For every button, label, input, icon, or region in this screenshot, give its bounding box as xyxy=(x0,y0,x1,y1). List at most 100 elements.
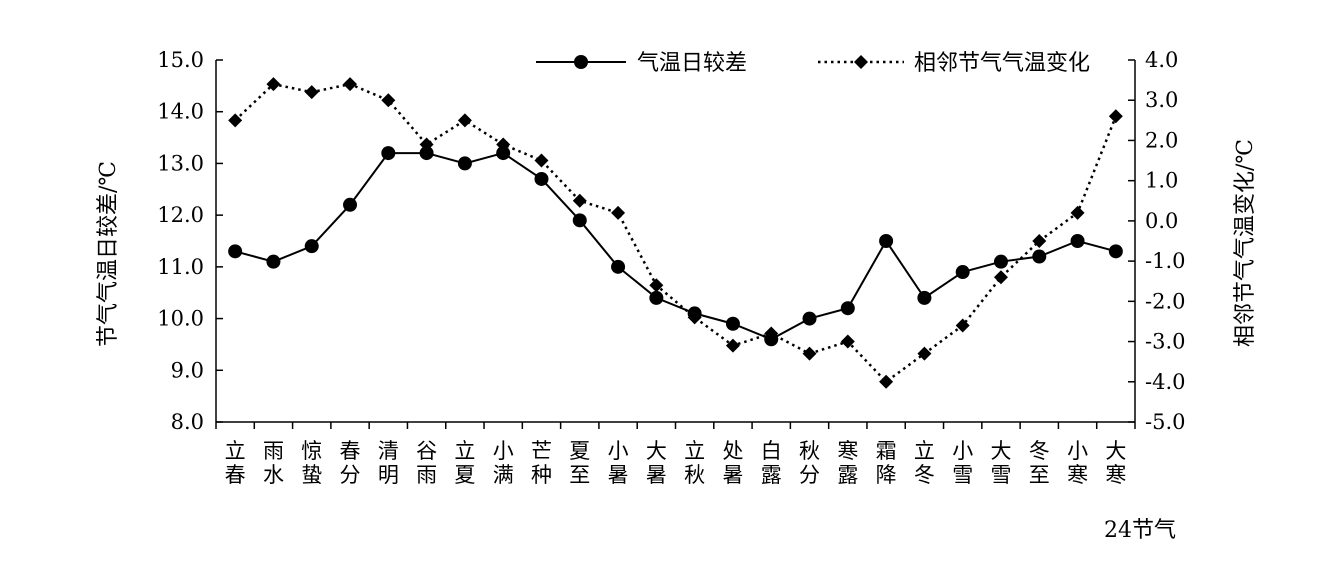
x-tick-label: 白露 xyxy=(761,439,782,487)
right-y-tick-label: 4.0 xyxy=(1145,48,1178,72)
right-y-axis-label: 相邻节气气温变化/℃ xyxy=(1233,139,1258,347)
series-2-point xyxy=(457,113,472,128)
left-y-tick-label: 11.0 xyxy=(157,255,204,279)
x-tick-label: 夏至 xyxy=(569,439,590,487)
legend-marker-circle xyxy=(574,55,588,69)
right-y-tick-label: -5.0 xyxy=(1145,410,1186,434)
left-y-tick-label: 14.0 xyxy=(157,100,204,124)
series-1-point xyxy=(457,156,472,171)
series-1-point xyxy=(1108,244,1123,259)
series-1-point xyxy=(419,146,434,161)
x-tick-label: 立冬 xyxy=(914,439,935,487)
right-y-tick-label: -2.0 xyxy=(1145,289,1186,313)
right-y-ticks: -5.0 -4.0 -3.0 -2.0 -1.0 0.0 1.0 2.0 3.0 4.0 xyxy=(1128,48,1186,434)
series-2-point xyxy=(304,85,319,100)
x-tick-label: 芒种 xyxy=(531,439,552,487)
series-2-point xyxy=(1070,205,1085,220)
series-2-point xyxy=(879,374,894,389)
series-1-point xyxy=(649,290,664,305)
series-2-point xyxy=(725,338,740,353)
left-y-tick-label: 10.0 xyxy=(157,307,204,331)
left-y-tick-label: 9.0 xyxy=(171,358,204,382)
x-tick-label: 小雪 xyxy=(952,439,973,487)
left-y-axis-label: 节气气温日较差/℃ xyxy=(96,161,121,347)
series-1-point xyxy=(381,146,396,161)
x-tick-label: 小暑 xyxy=(608,439,629,487)
left-y-tick-label: 12.0 xyxy=(157,203,204,227)
series-1-point xyxy=(955,265,970,280)
legend: 气温日较差 相邻节气气温变化 xyxy=(536,51,1090,76)
x-tick-label: 大寒 xyxy=(1105,439,1126,487)
series-1-point xyxy=(534,171,549,186)
x-tick-label: 大雪 xyxy=(990,439,1011,487)
series-2-point xyxy=(1032,234,1047,248)
right-y-tick-label: 2.0 xyxy=(1145,128,1178,152)
right-y-tick-label: 3.0 xyxy=(1145,88,1178,112)
x-tick-label: 小满 xyxy=(493,439,514,487)
x-tick-label: 春分 xyxy=(340,439,361,487)
x-tick-label: 立春 xyxy=(225,439,246,487)
series-2-point xyxy=(496,137,511,152)
series-2-point xyxy=(917,346,932,361)
series-1-point xyxy=(840,301,855,316)
series-1-point xyxy=(304,239,319,254)
series-1-point xyxy=(343,197,358,212)
series-2-point xyxy=(534,153,549,168)
series-1-point xyxy=(917,290,932,305)
right-y-tick-label: 1.0 xyxy=(1145,169,1178,193)
x-ticks: 立春雨水惊蛰春分清明谷雨立夏小满芒种夏至小暑大暑立秋处暑白露秋分寒露霜降立冬小雪… xyxy=(215,422,1136,487)
series-line-2 xyxy=(234,82,1118,384)
x-tick-label: 小寒 xyxy=(1067,439,1088,487)
series-1-point xyxy=(611,259,626,274)
series-2-point xyxy=(764,326,779,341)
left-y-tick-label: 8.0 xyxy=(171,410,204,434)
series-2-point xyxy=(228,113,243,128)
left-y-tick-label: 13.0 xyxy=(157,151,204,175)
x-tick-label: 立夏 xyxy=(454,439,475,487)
series-2-point xyxy=(572,193,587,208)
x-tick-label: 秋分 xyxy=(799,439,820,487)
axes xyxy=(215,60,1136,423)
right-y-tick-label: -3.0 xyxy=(1145,330,1186,354)
series-2-point xyxy=(611,205,626,220)
x-tick-label: 大暑 xyxy=(646,439,667,487)
series-2-point xyxy=(266,77,281,92)
series-1-point xyxy=(228,244,243,259)
legend-marker-diamond xyxy=(854,55,868,69)
series-2-point xyxy=(649,278,664,293)
x-tick-label: 立秋 xyxy=(684,439,705,487)
x-tick-label: 雨水 xyxy=(263,439,284,487)
x-tick-label: 冬至 xyxy=(1029,439,1050,487)
series-2-point xyxy=(802,346,817,361)
x-tick-label: 寒露 xyxy=(837,439,858,487)
series-2-point xyxy=(343,77,358,92)
series-line-1 xyxy=(234,152,1117,341)
series-1-point xyxy=(725,316,740,331)
series-2-point xyxy=(993,270,1008,285)
series-1-point xyxy=(802,311,817,326)
series-2-point xyxy=(687,310,702,325)
x-axis-label: 24节气 xyxy=(1104,518,1176,543)
left-y-tick-label: 15.0 xyxy=(157,48,204,72)
series-2-point xyxy=(419,137,434,152)
series-2-point xyxy=(955,318,970,333)
x-tick-label: 清明 xyxy=(378,439,399,487)
series-1-point xyxy=(572,213,587,228)
left-y-ticks: 8.0 9.0 10.0 11.0 12.0 13.0 14.0 15.0 xyxy=(157,48,223,434)
series-1-point xyxy=(1032,249,1047,264)
right-y-tick-label: -1.0 xyxy=(1145,249,1186,273)
x-tick-label: 惊蛰 xyxy=(301,439,322,487)
series-1-point xyxy=(1070,234,1085,248)
series-1-point xyxy=(993,254,1008,269)
right-y-tick-label: -4.0 xyxy=(1145,370,1186,394)
x-tick-label: 霜降 xyxy=(876,439,897,487)
series-2-point xyxy=(381,93,396,108)
right-y-tick-label: 0.0 xyxy=(1145,209,1178,233)
x-tick-label: 谷雨 xyxy=(416,439,437,487)
series-1-point xyxy=(879,234,894,248)
legend-label-series-1: 气温日较差 xyxy=(637,51,747,76)
x-tick-label: 处暑 xyxy=(722,439,743,487)
series-1-point xyxy=(496,146,511,161)
legend-label-series-2: 相邻节气气温变化 xyxy=(914,51,1090,76)
